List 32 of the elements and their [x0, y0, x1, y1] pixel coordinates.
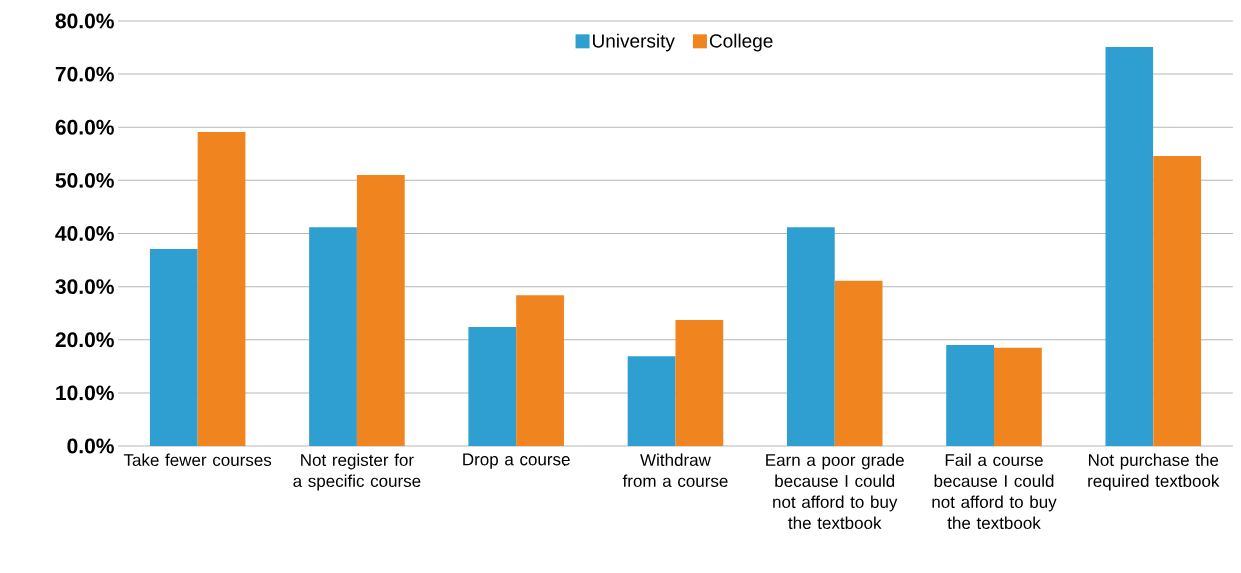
x-tick-label: Earn a poor grade because I could not afford to buy the textbook	[766, 453, 904, 530]
bar	[994, 347, 1042, 446]
legend-label: University	[593, 33, 675, 52]
y-tick-label: 50.0%	[55, 172, 114, 188]
bar	[627, 356, 676, 446]
y-tick-label: 30.0%	[55, 279, 114, 295]
bar	[356, 175, 405, 446]
y-tick-label: 10.0%	[56, 385, 114, 401]
bar	[946, 345, 994, 446]
x-tick-label: Not purchase the required textbook	[1088, 453, 1220, 491]
bar	[1153, 155, 1202, 446]
x-tick-label: Take fewer courses	[123, 453, 272, 467]
bar	[786, 227, 835, 446]
x-tick-label: Withdraw from a course	[622, 453, 728, 488]
bar	[675, 320, 724, 446]
bar	[149, 248, 198, 446]
y-tick-label: 60.0%	[55, 119, 114, 135]
y-tick-label: 20.0%	[55, 332, 114, 348]
bar	[309, 227, 357, 446]
bar	[468, 327, 517, 446]
y-tick-label: 0.0%	[67, 438, 114, 454]
legend-label: College	[709, 33, 773, 52]
bar	[834, 280, 883, 446]
bar	[516, 295, 564, 446]
y-tick-label: 70.0%	[55, 66, 114, 82]
y-tick-label: 80.0%	[55, 13, 114, 29]
x-tick-label: Fail a course because I could not afford to buy the textbook	[932, 453, 1057, 530]
bar	[197, 132, 246, 446]
y-tick-label: 40.0%	[55, 226, 114, 241]
bar	[1105, 47, 1154, 446]
x-tick-label: Not register for a specific course	[293, 453, 421, 491]
x-tick-label: Drop a course	[463, 453, 570, 469]
